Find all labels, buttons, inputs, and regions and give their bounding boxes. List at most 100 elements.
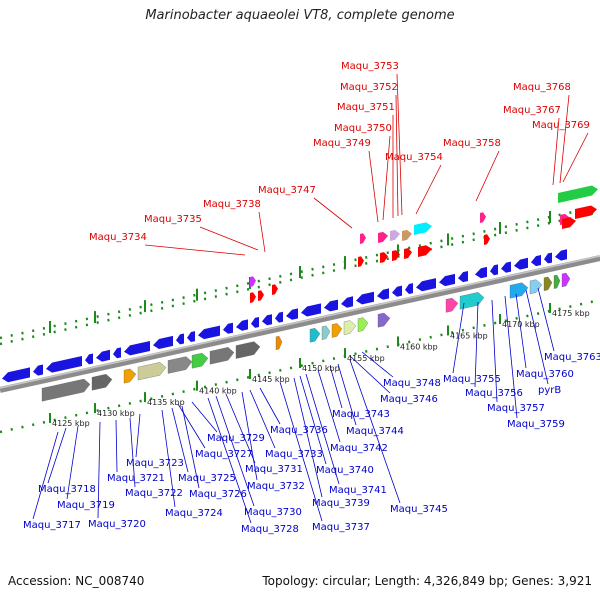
- reverse-leader-line: [361, 351, 394, 378]
- reverse-leader-line: [329, 365, 343, 409]
- forward-leader-line: [368, 150, 379, 223]
- reverse-gene-label: Maqu_3746: [380, 394, 438, 405]
- reverse-gene-arrow: [153, 335, 173, 349]
- forward-gene-arrow: [272, 284, 278, 295]
- reverse-leader-line: [47, 427, 67, 484]
- reverse-leader-line: [349, 359, 401, 504]
- reverse-gene-label: Maqu_3760: [516, 369, 574, 380]
- reverse-leader-line: [337, 363, 357, 426]
- forward-gene-label: Maqu_3738: [203, 199, 261, 210]
- reverse-gene-arrow: [176, 333, 184, 345]
- forward-gene-arrow: [404, 248, 412, 259]
- forward-gene-arrow: [390, 229, 400, 241]
- forward-gene-arrow: [360, 233, 366, 244]
- forward-gene-label: Maqu_3768: [513, 82, 571, 93]
- reverse-leader-line: [115, 419, 118, 473]
- forward-gene-arrow: [378, 231, 388, 243]
- reverse-leader-line: [66, 425, 79, 500]
- summary-text: Topology: circular; Length: 4,326,849 bp…: [262, 574, 592, 588]
- reverse-gene-label: Maqu_3759: [507, 419, 565, 430]
- forward-leader-line: [552, 117, 560, 186]
- reverse-leader-line: [249, 389, 276, 449]
- reverse-gene-label: Maqu_3732: [247, 481, 305, 492]
- reverse-gene-arrow: [46, 356, 82, 373]
- forward-gene-label: Maqu_3735: [144, 214, 202, 225]
- reverse-leader-line: [97, 421, 101, 519]
- reverse-gene-arrow: [458, 271, 468, 283]
- reverse-gene-block: [309, 328, 321, 343]
- tick-label: 4125 kbp: [52, 419, 90, 428]
- features-layer: [2, 185, 598, 402]
- reverse-leader-line: [515, 293, 527, 369]
- forward-gene-label: Maqu_3734: [89, 232, 147, 243]
- reverse-gene-block: [235, 341, 261, 359]
- reverse-gene-block: [167, 356, 193, 374]
- reverse-leader-line: [259, 387, 281, 425]
- reverse-gene-label: Maqu_3721: [107, 473, 165, 484]
- reverse-gene-block: [553, 274, 561, 289]
- reverse-gene-label: Maqu_3741: [329, 485, 387, 496]
- forward-gene-arrow: [250, 292, 256, 303]
- reverse-leader-line: [171, 407, 189, 473]
- reverse-gene-label: Maqu_3722: [125, 488, 183, 499]
- reverse-gene-block: [331, 323, 343, 338]
- forward-leader-line: [395, 94, 399, 217]
- reverse-gene-arrow: [475, 266, 487, 279]
- reverse-gene-arrow: [85, 353, 93, 365]
- forward-gene-label: Maqu_3749: [313, 138, 371, 149]
- reverse-gene-arrow: [113, 347, 121, 359]
- reverse-gene-arrow: [377, 288, 389, 300]
- reverse-leader-line: [474, 301, 479, 388]
- forward-leader-line: [415, 164, 442, 215]
- reverse-gene-arrow: [2, 367, 30, 383]
- tick-label: 4175 kbp: [552, 309, 590, 318]
- reverse-gene-label: Maqu_3717: [23, 520, 81, 531]
- reverse-gene-label: Maqu_3744: [346, 426, 404, 437]
- reverse-gene-arrow: [198, 325, 220, 340]
- accession-text: Accession: NC_008740: [8, 574, 145, 588]
- reverse-leader-line: [241, 391, 258, 481]
- forward-leader-line: [562, 132, 589, 183]
- forward-gene-label: Maqu_3753: [341, 61, 399, 72]
- reverse-gene-block: [529, 279, 543, 295]
- reverse-leader-line: [317, 369, 341, 443]
- reverse-gene-label: Maqu_3730: [244, 507, 302, 518]
- reverse-gene-arrow: [531, 255, 541, 267]
- reverse-gene-block: [377, 312, 391, 328]
- reverse-gene-label: Maqu_3740: [316, 465, 374, 476]
- reverse-leader-line: [32, 431, 59, 520]
- reverse-gene-label: pyrB: [538, 385, 561, 396]
- reverse-leader-line: [293, 377, 323, 498]
- reverse-gene-block: [343, 320, 357, 335]
- reverse-gene-block: [123, 368, 137, 384]
- reverse-gene-arrow: [262, 314, 272, 326]
- reverse-gene-label: Maqu_3729: [207, 433, 265, 444]
- reverse-gene-arrow: [555, 249, 567, 261]
- reverse-leader-line: [504, 295, 518, 419]
- reverse-gene-block: [445, 297, 459, 313]
- reverse-gene-label: Maqu_3756: [465, 388, 523, 399]
- reverse-leader-line: [181, 405, 200, 489]
- reverse-leader-line: [305, 373, 340, 485]
- reverse-gene-arrow: [356, 291, 374, 305]
- reverse-gene-label: Maqu_3739: [312, 498, 370, 509]
- tick-label: 4155 kbp: [347, 354, 385, 363]
- reverse-gene-label: Maqu_3718: [38, 484, 96, 495]
- reverse-gene-arrow: [439, 273, 455, 287]
- reverse-gene-block: [191, 352, 209, 369]
- reverse-gene-arrow: [544, 252, 552, 264]
- reverse-gene-label: Maqu_3748: [383, 378, 441, 389]
- forward-gene-arrow: [558, 185, 598, 203]
- forward-gene-label: Maqu_3751: [337, 102, 395, 113]
- forward-gene-label: Maqu_3747: [258, 185, 316, 196]
- forward-gene-arrow: [575, 205, 597, 219]
- reverse-gene-label: Maqu_3763: [544, 352, 600, 363]
- tick-label: 4170 kbp: [502, 320, 540, 329]
- forward-leader-line: [382, 135, 391, 221]
- reverse-gene-label: Maqu_3745: [390, 504, 448, 515]
- reverse-gene-label: Maqu_3723: [126, 458, 184, 469]
- forward-gene-arrow: [380, 252, 388, 263]
- reverse-gene-label: Maqu_3719: [57, 500, 115, 511]
- reverse-leader-line: [525, 289, 549, 385]
